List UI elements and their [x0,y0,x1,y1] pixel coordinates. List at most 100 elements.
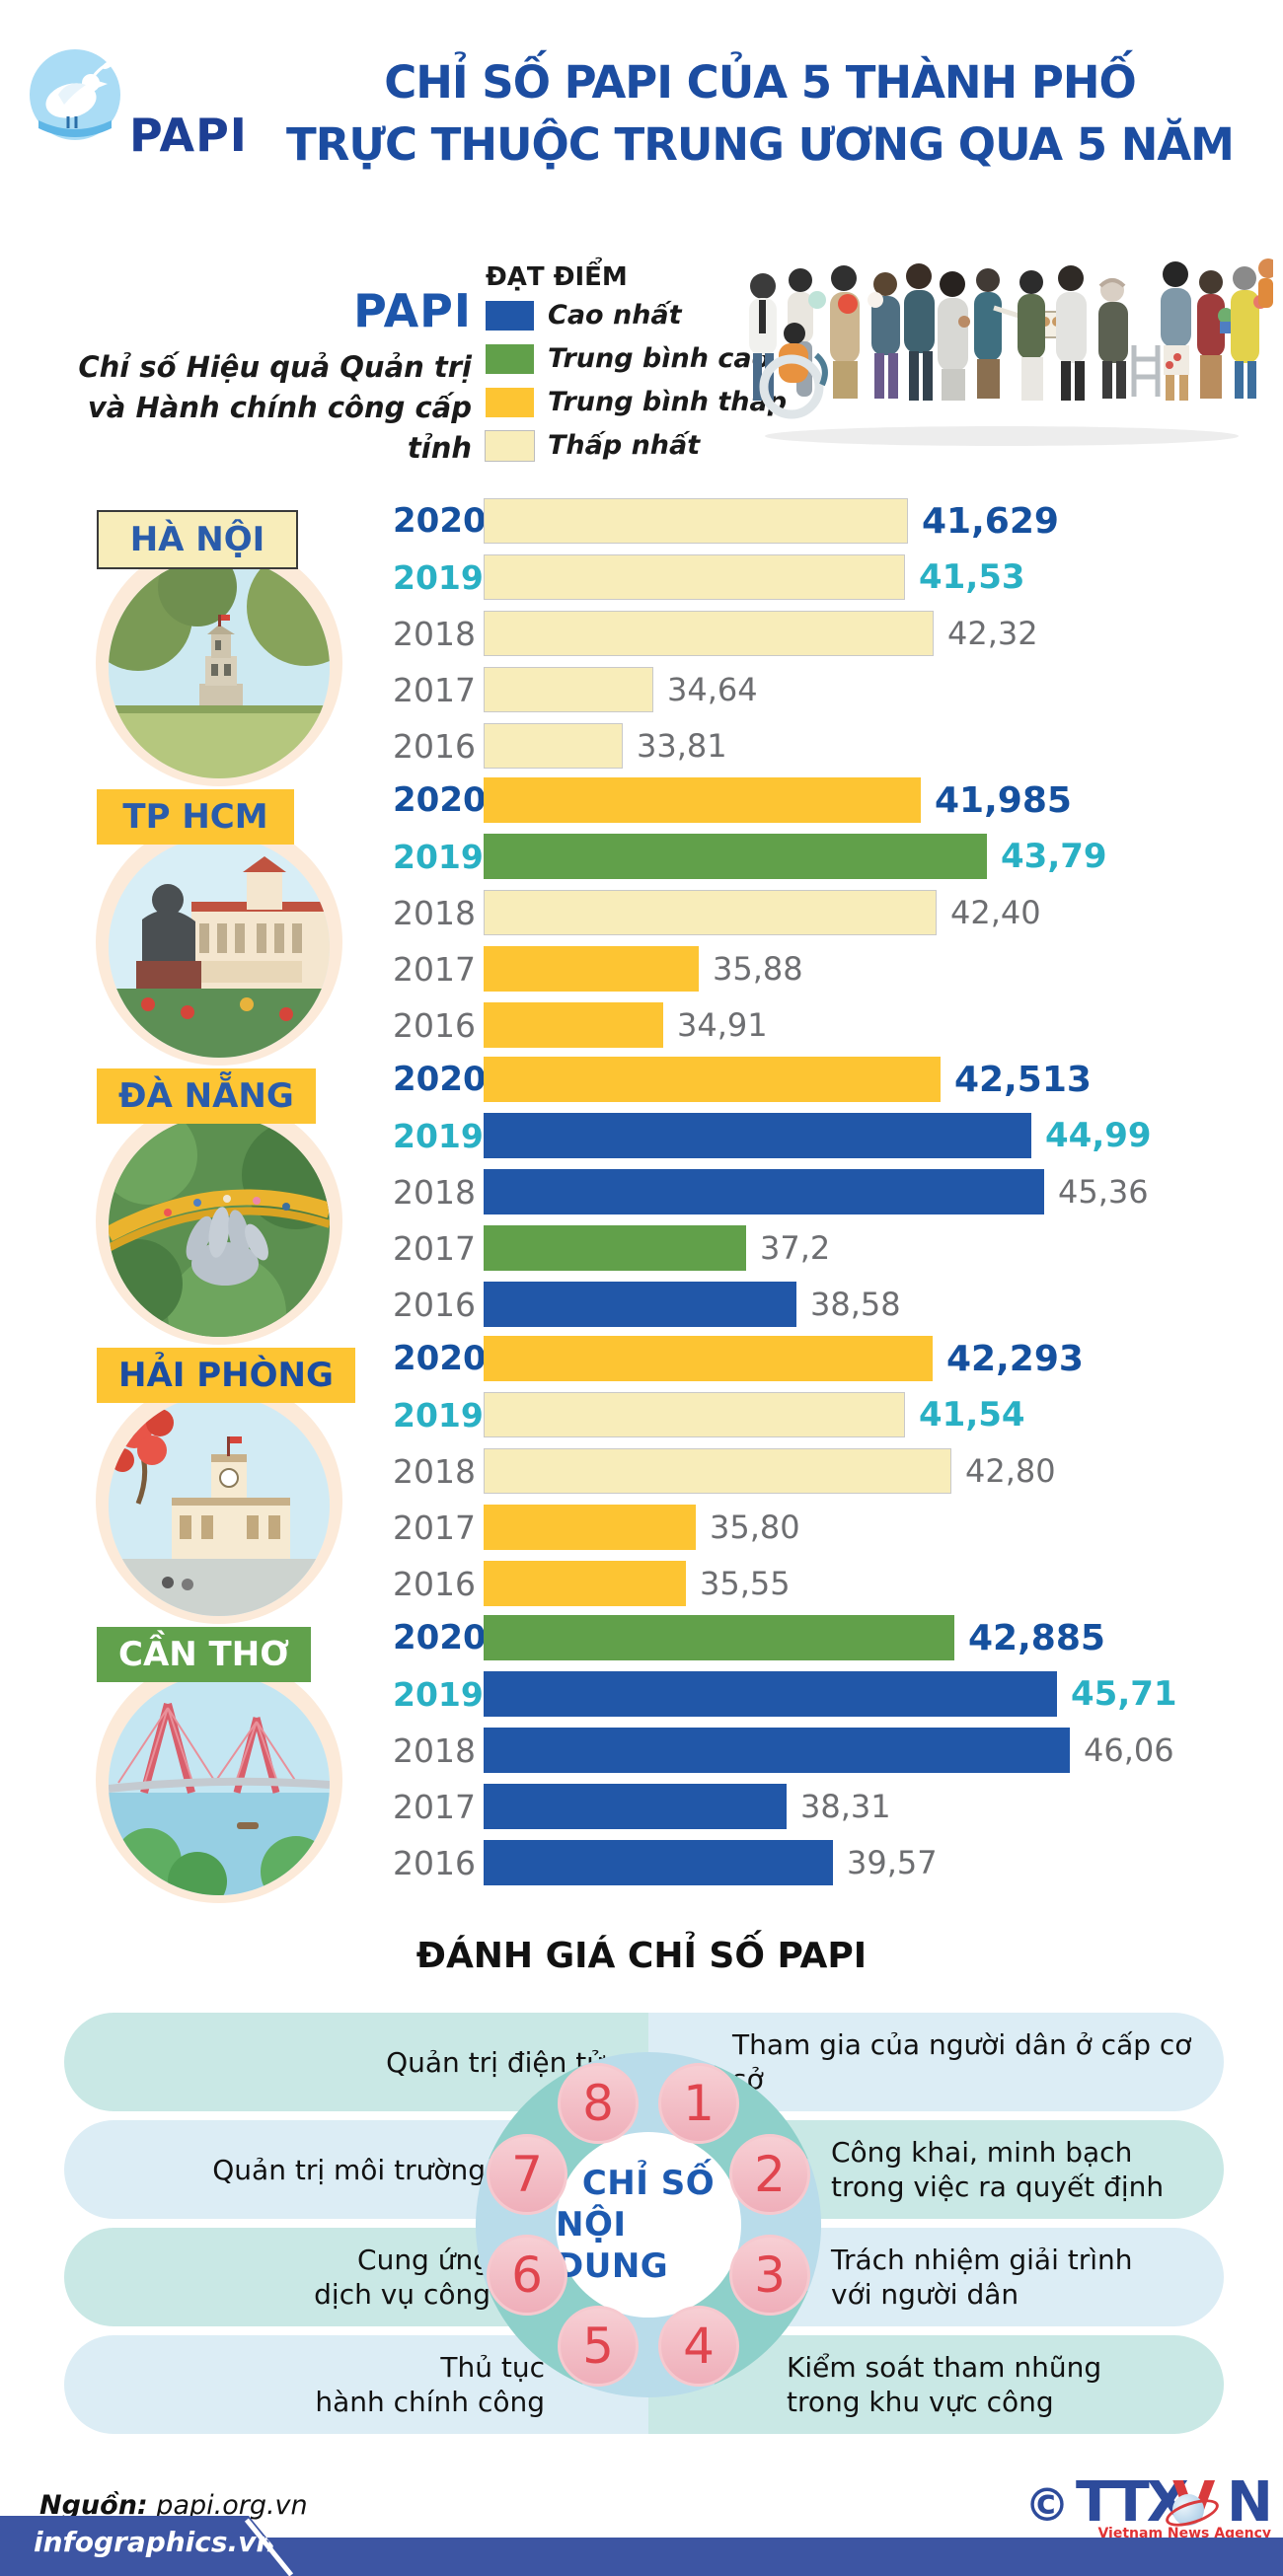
globe-icon [1172,2494,1204,2526]
item-number-6: 6 [487,2235,567,2316]
legend-swatch-mid-high [486,343,534,374]
papi-bar [484,1840,833,1885]
year-label: 2018 [393,893,476,932]
tp-hcm-bars: 2020 41,985 2019 43,79 2018 42,40 2017 3… [393,777,1107,1059]
city-section-da-nang: ĐÀ NẴNG 2020 42,513 2019 44,99 2018 45,3… [0,1057,1283,1345]
bar-row: 2016 38,58 [393,1282,1152,1327]
source-label: Nguồn: [39,2490,148,2521]
legend-swatch-highest [486,300,534,331]
papi-logo-text: PAPI [129,109,248,162]
can-tho-bars: 2020 42,885 2019 45,71 2018 46,06 2017 3… [393,1615,1177,1896]
year-label: 2016 [393,1564,476,1603]
papi-logo-dove-icon [30,49,121,140]
bar-row: 2019 44,99 [393,1113,1152,1158]
bar-row: 2016 34,91 [393,1002,1107,1048]
tp-hcm-photo [109,837,330,1058]
year-label: 2019 [393,1674,484,1714]
item-number-4: 4 [658,2306,739,2387]
bar-row: 2019 43,79 [393,834,1107,879]
year-label: 2016 [393,1005,476,1045]
year-label: 2018 [393,1172,476,1212]
bar-value: 41,53 [919,557,1025,597]
papi-bar [484,1057,941,1102]
bar-row: 2017 35,80 [393,1505,1084,1550]
bar-value: 44,99 [1045,1116,1152,1155]
papi-bar [484,890,937,935]
legend-item-mid-high: Trung bình cao [486,343,787,374]
hai-phong-photo [109,1395,330,1616]
city-section-tp-hcm: TP HCM 2020 41,985 2019 43,79 2018 42,40… [0,777,1283,1066]
item-number-3: 3 [729,2235,810,2316]
year-label: 2020 [393,501,487,541]
city-section-ha-noi: HÀ NỘI 2020 41,629 2019 41,53 2018 42,32… [0,498,1283,786]
bar-row: 2018 46,06 [393,1728,1177,1773]
year-label: 2020 [393,1060,487,1099]
papi-description-line1: Chỉ số Hiệu quả Quản trị [78,350,472,384]
legend-title: ĐẠT ĐIỂM [486,262,628,292]
ttxvn-n: N [1227,2470,1273,2535]
city-section-hai-phong: HẢI PHÒNG 2020 42,293 2019 41,54 2018 42… [0,1336,1283,1624]
page-title-line1: CHỈ SỐ PAPI CỦA 5 THÀNH PHỐ [384,56,1137,109]
city-label-tp-hcm: TP HCM [97,789,294,845]
city-label-da-nang: ĐÀ NẴNG [97,1068,316,1124]
bar-row: 2020 41,985 [393,777,1107,823]
ha-noi-bars: 2020 41,629 2019 41,53 2018 42,32 2017 3… [393,498,1059,779]
year-label: 2016 [393,1285,476,1324]
year-label: 2017 [393,1228,476,1268]
bar-row: 2020 41,629 [393,498,1059,544]
bar-row: 2017 38,31 [393,1784,1177,1829]
bar-value: 46,06 [1084,1731,1174,1769]
bar-row: 2020 42,513 [393,1057,1152,1102]
legend-label: Thấp nhất [548,430,701,461]
papi-bar [484,611,934,656]
item-number-5: 5 [558,2306,639,2387]
bar-value: 42,513 [954,1059,1092,1100]
center-line1: CHỈ SỐ [581,2164,716,2203]
copyright-icon: © [1024,2478,1070,2532]
legend-label: Cao nhất [548,300,682,331]
page-title: CHỈ SỐ PAPI CỦA 5 THÀNH PHỐ TRỰC THUỘC T… [266,51,1253,176]
bar-row: 2020 42,293 [393,1336,1084,1381]
year-label: 2017 [393,1787,476,1826]
papi-bar [484,1336,933,1381]
page-title-line2: TRỰC THUỘC TRUNG ƯƠNG QUA 5 NĂM [286,118,1235,171]
bar-value: 41,985 [935,779,1072,821]
bar-value: 41,629 [922,500,1059,542]
papi-logo: PAPI [25,43,321,162]
papi-bar [484,667,653,712]
papi-bar [484,1002,663,1048]
bar-value: 42,885 [968,1617,1105,1658]
bar-value: 45,36 [1058,1173,1149,1211]
city-label-hai-phong: HẢI PHÒNG [97,1348,355,1403]
bar-row: 2018 42,80 [393,1448,1084,1494]
brand-text: infographics.vn [34,2526,276,2558]
score-legend: ĐẠT ĐIỂM Cao nhất Trung bình cao Trung b… [485,262,788,474]
year-label: 2019 [393,557,484,597]
year-label: 2018 [393,1730,476,1770]
legend-item-lowest: Thấp nhất [485,429,787,462]
year-label: 2020 [393,1339,487,1378]
assessment-title: ĐÁNH GIÁ CHỈ SỐ PAPI [415,1936,868,1976]
legend-label: Trung bình thấp [548,387,788,417]
people-crowd-illustration [749,258,1273,446]
papi-bar [484,1392,905,1437]
bar-value: 38,31 [800,1788,891,1825]
city-section-can-tho: CẦN THƠ 2020 42,885 2019 45,71 2018 46,0… [0,1615,1283,1903]
ttxvn-logo: © TTX V N Vietnam News Agency [1024,2470,1273,2541]
papi-bar [484,1169,1044,1214]
bar-value: 41,54 [919,1395,1025,1435]
bar-value: 42,80 [965,1452,1056,1490]
papi-bar [484,1615,954,1660]
item-number-7: 7 [487,2134,567,2215]
bar-row: 2016 35,55 [393,1561,1084,1606]
year-label: 2020 [393,1618,487,1657]
hai-phong-bars: 2020 42,293 2019 41,54 2018 42,80 2017 3… [393,1336,1084,1617]
papi-bar [484,1282,796,1327]
bar-value: 34,91 [677,1006,768,1044]
year-label: 2018 [393,1451,476,1491]
center-line2: NỘI DUNG [556,2205,669,2286]
da-nang-photo [109,1116,330,1337]
bar-row: 2017 37,2 [393,1225,1152,1271]
bar-row: 2016 33,81 [393,723,1059,769]
